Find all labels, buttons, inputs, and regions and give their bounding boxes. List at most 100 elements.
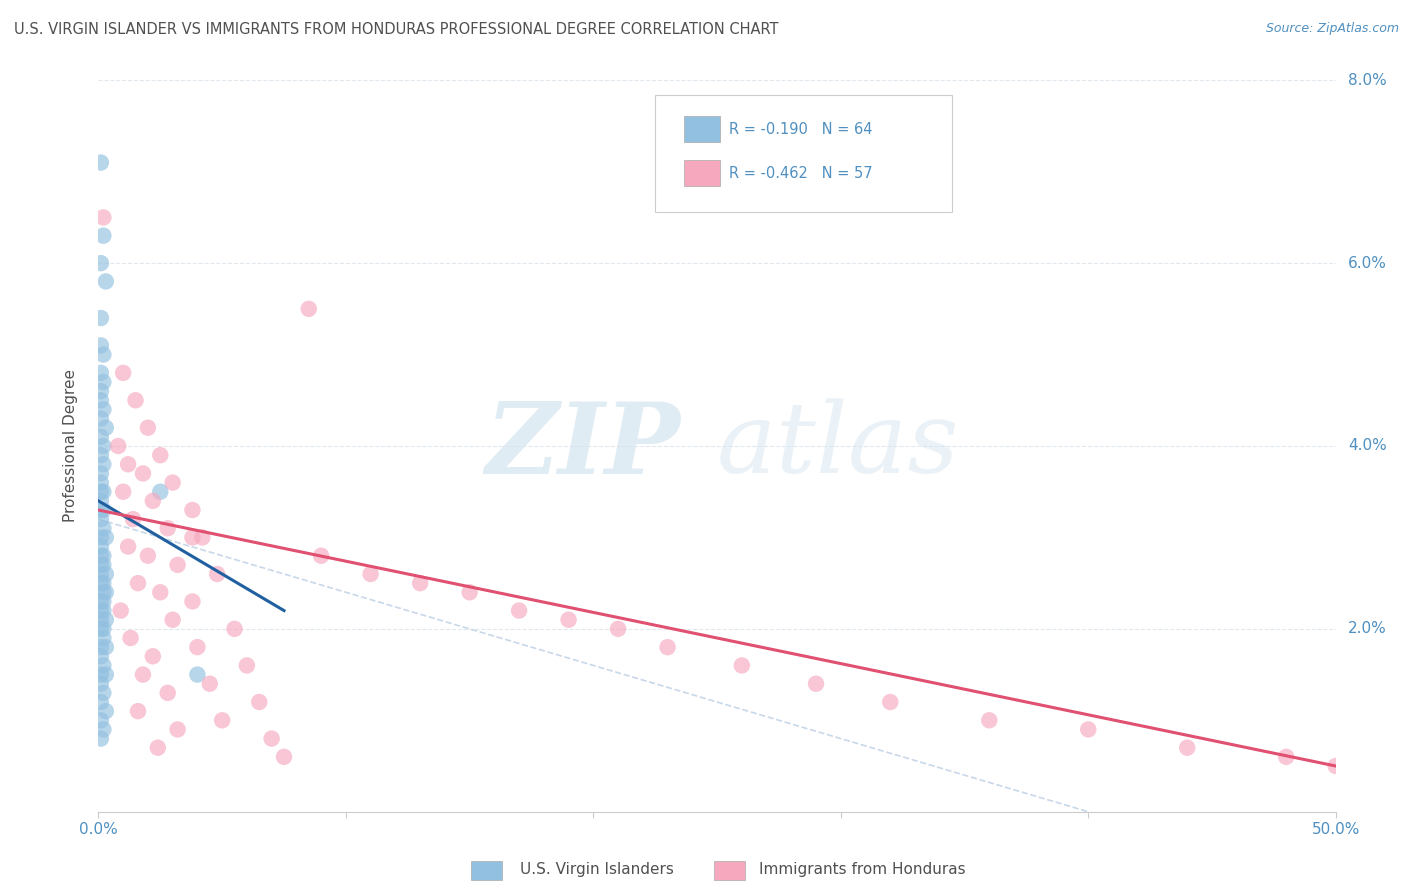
Text: Source: ZipAtlas.com: Source: ZipAtlas.com	[1265, 22, 1399, 36]
Point	[94, 613, 117, 627]
Point	[156, 686, 179, 700]
Point	[879, 695, 901, 709]
Text: 2.0%: 2.0%	[1348, 622, 1386, 636]
Point	[90, 256, 112, 270]
Point	[191, 530, 214, 544]
Point	[236, 658, 259, 673]
Point	[93, 347, 115, 362]
Point	[90, 576, 112, 591]
Point	[360, 567, 382, 582]
Point	[127, 576, 149, 591]
Point	[731, 658, 754, 673]
Point	[90, 567, 112, 582]
Point	[90, 430, 112, 444]
Point	[107, 439, 129, 453]
Point	[90, 676, 112, 690]
Text: atlas: atlas	[717, 399, 960, 493]
Point	[117, 540, 139, 554]
Point	[90, 549, 112, 563]
Point	[181, 503, 204, 517]
Point	[93, 211, 115, 225]
Point	[127, 704, 149, 718]
Point	[90, 512, 112, 526]
Point	[93, 723, 115, 737]
Point	[90, 540, 112, 554]
Point	[607, 622, 630, 636]
Point	[112, 366, 135, 380]
Point	[136, 549, 159, 563]
Point	[90, 384, 112, 399]
Point	[156, 521, 179, 535]
Text: Immigrants from Honduras: Immigrants from Honduras	[759, 863, 966, 877]
Point	[90, 594, 112, 608]
Point	[94, 530, 117, 544]
Point	[181, 594, 204, 608]
Point	[657, 640, 679, 655]
Point	[93, 631, 115, 645]
Point	[93, 576, 115, 591]
Point	[198, 676, 221, 690]
Point	[162, 475, 184, 490]
Point	[90, 393, 112, 408]
Point	[90, 695, 112, 709]
Point	[93, 484, 115, 499]
Point	[166, 723, 188, 737]
Point	[90, 530, 112, 544]
FancyBboxPatch shape	[683, 116, 720, 143]
Point	[142, 649, 165, 664]
Point	[149, 585, 172, 599]
Point	[94, 275, 117, 289]
Point	[186, 640, 208, 655]
Point	[93, 439, 115, 453]
Point	[90, 714, 112, 728]
Text: R = -0.190   N = 64: R = -0.190 N = 64	[730, 122, 873, 136]
Text: 8.0%: 8.0%	[1348, 73, 1386, 87]
Point	[247, 695, 270, 709]
Point	[90, 667, 112, 681]
Point	[94, 585, 117, 599]
Point	[1175, 740, 1198, 755]
Point	[90, 640, 112, 655]
Point	[1275, 749, 1298, 764]
Point	[260, 731, 283, 746]
Point	[979, 714, 1001, 728]
Point	[409, 576, 432, 591]
Point	[90, 649, 112, 664]
Point	[90, 366, 112, 380]
Point	[94, 667, 117, 681]
Point	[94, 640, 117, 655]
Point	[93, 658, 115, 673]
Point	[90, 503, 112, 517]
Text: 6.0%: 6.0%	[1348, 256, 1386, 270]
Point	[298, 301, 321, 316]
Point	[90, 484, 112, 499]
FancyBboxPatch shape	[655, 95, 952, 212]
Point	[93, 594, 115, 608]
Point	[186, 667, 208, 681]
Point	[90, 558, 112, 572]
Point	[94, 567, 117, 582]
Point	[132, 467, 155, 481]
Point	[120, 631, 142, 645]
Point	[117, 458, 139, 472]
Point	[166, 558, 188, 572]
Point	[90, 603, 112, 617]
Point	[90, 493, 112, 508]
Point	[149, 484, 172, 499]
Point	[93, 228, 115, 243]
Point	[90, 731, 112, 746]
Text: U.S. VIRGIN ISLANDER VS IMMIGRANTS FROM HONDURAS PROFESSIONAL DEGREE CORRELATION: U.S. VIRGIN ISLANDER VS IMMIGRANTS FROM …	[14, 22, 779, 37]
Point	[90, 622, 112, 636]
Point	[93, 558, 115, 572]
Point	[211, 714, 233, 728]
Point	[90, 475, 112, 490]
Point	[90, 448, 112, 462]
Point	[93, 686, 115, 700]
Point	[90, 338, 112, 352]
Point	[136, 420, 159, 434]
Point	[132, 667, 155, 681]
Point	[149, 448, 172, 462]
Point	[224, 622, 246, 636]
Point	[93, 458, 115, 472]
Point	[110, 603, 132, 617]
